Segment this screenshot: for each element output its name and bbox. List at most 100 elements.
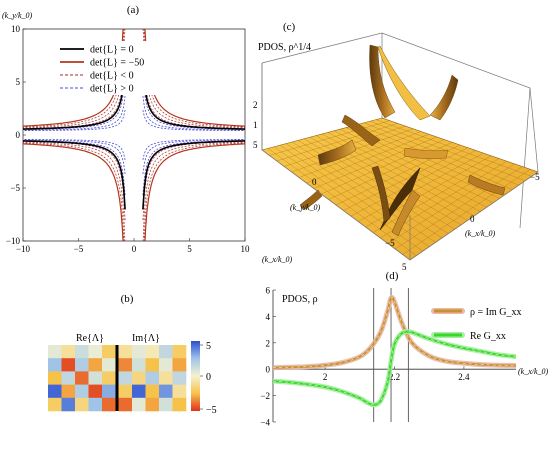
b-im-cell xyxy=(172,397,187,412)
panel-d-title: PDOS, ρ xyxy=(282,294,318,305)
b-cbar-tick-label: 5 xyxy=(206,341,211,352)
panel-c-z-tick-2: 2 xyxy=(253,100,258,110)
b-im-cell xyxy=(145,384,160,399)
b-re-cell xyxy=(102,358,116,372)
a-curve-det-minus-50 xyxy=(144,143,245,241)
a-ytick-label: 0 xyxy=(16,130,21,140)
c-mesh-line xyxy=(358,152,484,222)
a-legend-label: det{L} > 0 xyxy=(90,84,134,95)
b-im-cell xyxy=(118,345,133,359)
panel-a-contour-plot: (a) (k_y/k_0) (k_x/k_0) −10 −5 0 5 10 −10 −5 0 5… xyxy=(2,4,293,264)
a-curve-det-positive xyxy=(142,110,245,131)
b-im-cell xyxy=(145,345,160,359)
panel-b-colorbar xyxy=(191,341,200,411)
b-re-cell xyxy=(61,371,76,385)
b-re-cell xyxy=(75,371,89,385)
a-curve-det-negative xyxy=(23,140,126,221)
panel-b-heatmap: (b) Re{Λ} Im{Λ} 5 0 −5 xyxy=(48,293,217,416)
d-series-line xyxy=(273,330,516,406)
d-ytick-label: 2 xyxy=(266,338,271,348)
a-curve-det-negative xyxy=(143,29,245,128)
b-im-cell xyxy=(159,384,173,399)
b-im-cell xyxy=(172,358,187,372)
a-curve-det-negative xyxy=(142,140,245,221)
panel-d-axes: −4 −2 0 2 4 6 2 2.2 2.4 xyxy=(260,286,516,428)
panel-a-label: (a) xyxy=(127,4,140,16)
d-ytick-label: 4 xyxy=(266,312,271,322)
panel-a-curves xyxy=(23,29,245,241)
a-xtick-label: −10 xyxy=(16,244,31,254)
b-im-cell xyxy=(118,371,133,385)
d-xtick-label: 2.2 xyxy=(389,372,400,382)
d-ytick-label: 6 xyxy=(266,286,271,296)
b-re-cell xyxy=(75,345,89,359)
panel-c-x-tick-0: 0 xyxy=(470,214,475,224)
b-im-cell xyxy=(159,345,173,359)
b-im-cell xyxy=(159,371,173,385)
c-mesh-line xyxy=(333,130,487,208)
panel-c-x-tick-5: 5 xyxy=(402,262,407,272)
b-re-cell xyxy=(102,384,116,399)
panel-d-xlabel: (k_x/k_0) xyxy=(518,367,549,376)
a-curve-det-zero xyxy=(23,60,126,130)
b-im-cell xyxy=(132,358,146,372)
panel-a-ticks: −10 −5 0 5 10 −10 −5 0 5 10 xyxy=(6,24,250,254)
b-re-cell xyxy=(48,397,62,412)
a-curve-det-positive xyxy=(142,139,245,175)
a-xtick-label: 0 xyxy=(132,244,137,254)
panel-b-cells xyxy=(48,345,187,412)
panel-d-label: (d) xyxy=(386,270,399,282)
panel-c-x-tick-m5: −5 xyxy=(530,172,540,182)
b-re-cell xyxy=(88,358,103,372)
a-xtick-label: 10 xyxy=(241,244,251,254)
panel-c-surface-plot: (c) PDOS, ρ^1/4 xyxy=(253,21,540,272)
panel-c-y-tick-0: 0 xyxy=(312,177,317,187)
a-curve-det-negative xyxy=(23,29,125,128)
b-re-cell xyxy=(88,397,103,412)
b-re-cell xyxy=(61,345,76,359)
a-ytick-label: 5 xyxy=(16,77,21,87)
b-re-cell xyxy=(102,397,116,412)
a-curve-det-positive xyxy=(142,139,245,160)
panel-b-left-title: Re{Λ} xyxy=(76,333,104,344)
panel-c-ylabel: (k_y/k_0) xyxy=(290,203,321,212)
a-curve-det-positive xyxy=(23,110,126,131)
panel-d-curves xyxy=(273,294,516,408)
c-mesh-line xyxy=(339,129,494,203)
panel-b-right-title: Im{Λ} xyxy=(132,333,160,344)
a-curve-det-negative xyxy=(142,29,245,129)
d-ytick-label: 0 xyxy=(266,365,271,375)
b-re-cell xyxy=(102,371,116,385)
b-re-cell xyxy=(48,371,62,385)
a-curve-det-zero xyxy=(142,140,245,210)
c-mesh-line xyxy=(375,119,532,177)
b-re-cell xyxy=(75,358,89,372)
b-im-cell xyxy=(159,397,173,412)
a-curve-det-positive xyxy=(23,139,126,160)
panel-c-y-tick-m5: −5 xyxy=(385,238,395,248)
a-curve-det-positive xyxy=(23,95,126,131)
panel-b-colorbar-ticks: 5 0 −5 xyxy=(200,341,217,416)
panel-c-xlabel: (k_x/k_0) xyxy=(465,229,496,238)
c-mesh-line xyxy=(387,163,515,244)
a-xtick-label: −5 xyxy=(74,244,84,254)
a-legend-label: det{L} = −50 xyxy=(90,58,144,69)
a-xtick-label: 5 xyxy=(187,244,192,254)
b-cbar-tick-label: 0 xyxy=(206,372,211,383)
a-curve-det-positive xyxy=(23,140,126,196)
panel-b-label: (b) xyxy=(121,293,134,305)
d-ytick-label: −4 xyxy=(260,418,270,428)
b-re-cell xyxy=(48,345,62,359)
d-ytick-label: −2 xyxy=(260,391,270,401)
b-im-cell xyxy=(172,345,187,359)
b-re-cell xyxy=(48,384,62,399)
b-im-cell xyxy=(118,384,133,399)
a-ytick-label: −10 xyxy=(6,236,21,246)
b-re-cell xyxy=(88,371,103,385)
b-im-cell xyxy=(118,358,133,372)
panel-c-box-front xyxy=(261,63,539,261)
panel-b-divider xyxy=(115,345,119,411)
panel-a-xlabel: (k_x/k_0) xyxy=(262,255,293,264)
a-curve-det-minus-50 xyxy=(23,29,124,127)
